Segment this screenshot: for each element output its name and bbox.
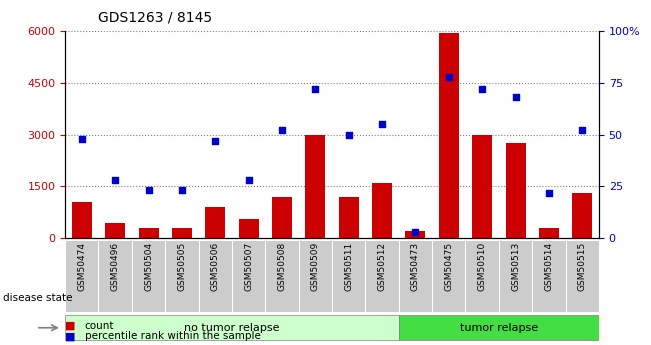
Bar [399, 239, 432, 313]
Bar [406, 231, 426, 238]
Point [243, 177, 254, 183]
Text: disease state: disease state [3, 294, 73, 303]
Text: GSM50512: GSM50512 [378, 242, 387, 291]
Bar [139, 228, 159, 238]
Text: GSM50474: GSM50474 [77, 242, 87, 291]
Bar [332, 239, 365, 313]
Text: count: count [85, 321, 114, 331]
Point [277, 128, 287, 133]
Bar [305, 135, 326, 238]
Text: GSM50510: GSM50510 [478, 242, 487, 291]
Bar [266, 239, 299, 313]
Point [477, 86, 488, 92]
Bar [499, 239, 533, 313]
Bar [539, 228, 559, 238]
Text: GSM50511: GSM50511 [344, 242, 353, 291]
Text: no tumor relapse: no tumor relapse [184, 323, 280, 333]
Bar [566, 239, 599, 313]
Point [377, 121, 387, 127]
Text: GSM50496: GSM50496 [111, 242, 120, 291]
Text: GSM50507: GSM50507 [244, 242, 253, 291]
Point [510, 95, 521, 100]
Bar [165, 239, 199, 313]
Point [310, 86, 320, 92]
Bar [239, 219, 258, 238]
Bar [472, 135, 492, 238]
Bar [506, 143, 525, 238]
Text: tumor relapse: tumor relapse [460, 323, 538, 333]
Bar [365, 239, 398, 313]
Text: GSM50505: GSM50505 [177, 242, 186, 291]
Bar [432, 239, 465, 313]
Bar [339, 197, 359, 238]
Bar [199, 239, 232, 313]
Text: ■: ■ [65, 321, 76, 331]
Bar [533, 239, 566, 313]
Bar [65, 239, 98, 313]
Point [410, 229, 421, 235]
Point [110, 177, 120, 183]
Text: ■: ■ [65, 332, 76, 341]
Text: GSM50514: GSM50514 [544, 242, 553, 291]
Point [577, 128, 587, 133]
Bar [232, 239, 266, 313]
Bar [172, 228, 192, 238]
Text: GDS1263 / 8145: GDS1263 / 8145 [98, 10, 212, 24]
Text: GSM50475: GSM50475 [444, 242, 453, 291]
Point [443, 74, 454, 79]
Text: GSM50504: GSM50504 [144, 242, 153, 291]
Text: GSM50513: GSM50513 [511, 242, 520, 291]
Text: GSM50506: GSM50506 [211, 242, 220, 291]
Bar [65, 315, 399, 340]
Text: GSM50515: GSM50515 [577, 242, 587, 291]
Bar [439, 33, 459, 238]
Bar [105, 223, 125, 238]
Bar [572, 193, 592, 238]
Point [210, 138, 221, 144]
Bar [205, 207, 225, 238]
Text: GSM50509: GSM50509 [311, 242, 320, 291]
Text: GSM50508: GSM50508 [277, 242, 286, 291]
Bar [272, 197, 292, 238]
Text: GSM50473: GSM50473 [411, 242, 420, 291]
Bar [299, 239, 332, 313]
Point [143, 188, 154, 193]
Bar [132, 239, 165, 313]
Point [544, 190, 554, 195]
Point [344, 132, 354, 137]
Bar [465, 239, 499, 313]
Bar [98, 239, 132, 313]
Text: percentile rank within the sample: percentile rank within the sample [85, 332, 260, 341]
Bar [72, 202, 92, 238]
Bar [399, 315, 599, 340]
Point [77, 136, 87, 141]
Bar [372, 183, 392, 238]
Point [176, 188, 187, 193]
